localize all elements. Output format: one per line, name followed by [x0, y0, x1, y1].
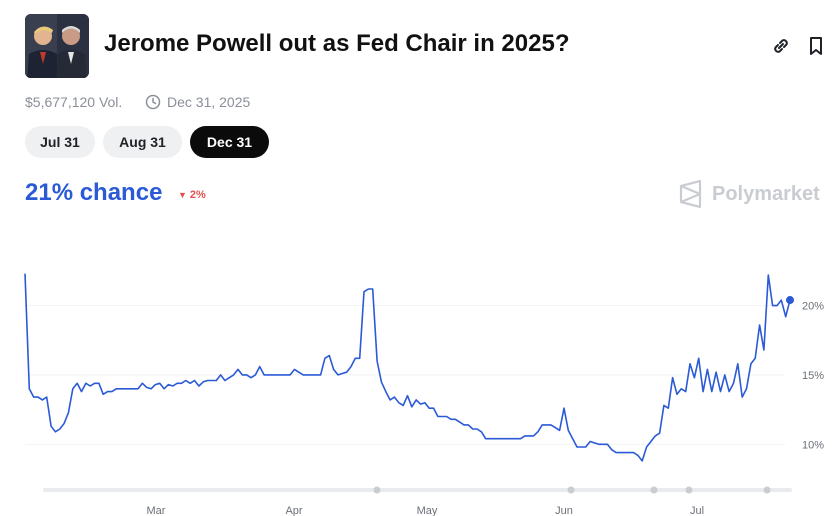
series-endpoint [786, 296, 794, 305]
x-tick-label: Jun [555, 505, 573, 516]
market-title: Jerome Powell out as Fed Chair in 2025? [104, 30, 570, 57]
clock-icon [145, 94, 161, 110]
y-tick-label: 15% [802, 370, 824, 382]
chance-change: ▼ 2% [178, 189, 206, 201]
market-thumbnail [25, 14, 89, 78]
end-date: Dec 31, 2025 [145, 94, 250, 110]
x-tick-label: Apr [285, 505, 302, 516]
down-arrow-icon: ▼ [178, 190, 187, 200]
polymarket-logo: Polymarket [678, 180, 820, 208]
timeline-marker[interactable] [763, 486, 771, 494]
timeline-marker[interactable] [650, 486, 658, 494]
end-date-label: Dec 31, 2025 [167, 94, 251, 110]
tab-dec-31[interactable]: Dec 31 [190, 126, 269, 158]
polymarket-icon [679, 180, 702, 208]
link-icon[interactable] [770, 35, 792, 57]
tab-aug-31[interactable]: Aug 31 [103, 126, 182, 158]
y-tick-label: 10% [802, 439, 824, 451]
timeline-marker[interactable] [373, 486, 381, 494]
tab-jul-31[interactable]: Jul 31 [25, 126, 95, 158]
series-line [24, 273, 791, 462]
bookmark-icon[interactable] [805, 35, 827, 57]
volume-label: $5,677,120 Vol. [25, 94, 123, 110]
timeline-marker[interactable] [567, 486, 575, 494]
chance-value: 21% chance [25, 179, 163, 206]
x-tick-label: Jul [690, 505, 704, 516]
y-tick-label: 20% [802, 301, 824, 313]
x-tick-label: Mar [147, 505, 166, 516]
x-tick-label: May [417, 505, 438, 516]
chance-change-value: 2% [189, 189, 206, 201]
timeline-marker[interactable] [685, 486, 693, 494]
brand-name: Polymarket [712, 182, 820, 205]
